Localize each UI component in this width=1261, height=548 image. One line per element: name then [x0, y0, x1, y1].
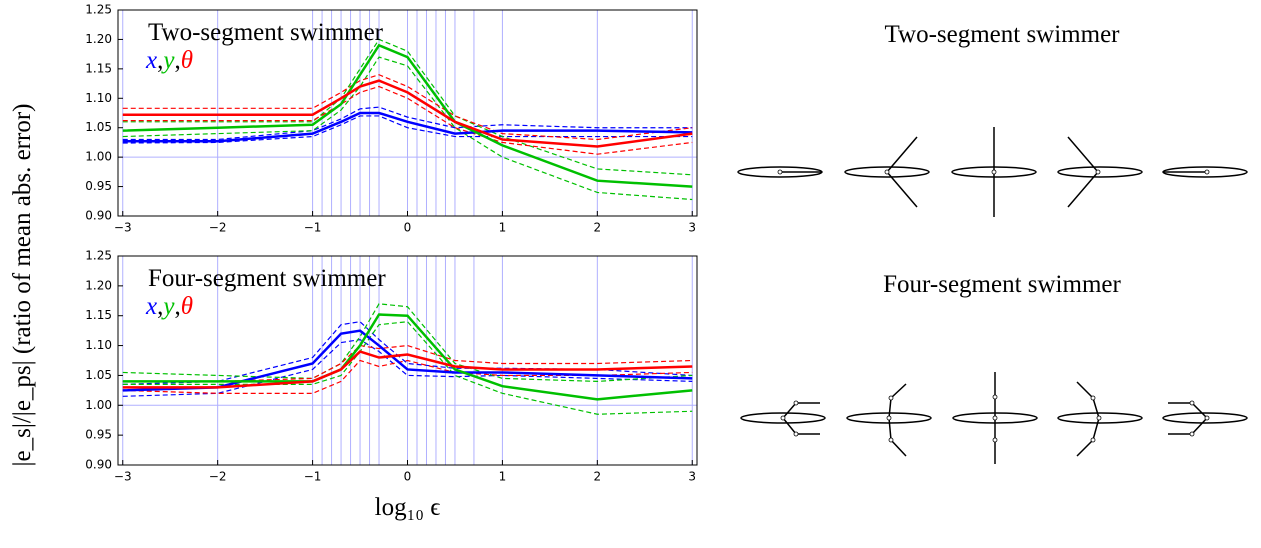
- legend-separator: ,: [174, 293, 180, 320]
- y-tick-label: 1.10: [85, 91, 112, 105]
- y-tick-label: 1.20: [85, 32, 112, 46]
- plot-title: Four-segment swimmer: [148, 265, 386, 292]
- legend-entry: y: [160, 293, 175, 320]
- legend-entry: x: [145, 47, 157, 74]
- mean-line: [122, 350, 693, 389]
- x-tick-label: −2: [209, 221, 227, 235]
- legend-separator: ,: [157, 47, 163, 74]
- y-tick-label: 1.00: [85, 150, 112, 164]
- bound-line: [122, 359, 693, 394]
- y-axis-label: |e_s|/|e_ps| (ratio of mean abs. error): [9, 104, 36, 467]
- x-tick-label: 2: [594, 221, 602, 235]
- x-tick-label: 3: [688, 221, 696, 235]
- bound-line: [122, 338, 693, 397]
- x-tick-label: −1: [304, 470, 322, 484]
- legend-separator: ,: [174, 47, 180, 74]
- y-tick-label: 1.10: [85, 338, 112, 352]
- x-tick-label: −3: [114, 470, 132, 484]
- legend-entry: θ: [181, 47, 193, 74]
- x-tick-label: 0: [404, 470, 412, 484]
- mean-line: [122, 313, 693, 401]
- plot-title: Two-segment swimmer: [148, 19, 384, 46]
- y-tick-label: 0.90: [85, 209, 112, 223]
- x-tick-label: −2: [209, 470, 227, 484]
- mean-line: [122, 79, 693, 148]
- x-tick-label: −1: [304, 221, 322, 235]
- diagram-title: Four-segment swimmer: [883, 271, 1121, 298]
- x-tick-label: 0: [404, 221, 412, 235]
- bound-line: [122, 56, 693, 201]
- mean-line: [122, 43, 693, 188]
- mean-line: [122, 111, 693, 143]
- bound-line: [122, 85, 693, 155]
- bound-line: [122, 38, 693, 176]
- legend: x,y,θ: [145, 47, 193, 74]
- x-tick-label: −3: [114, 221, 132, 235]
- bound-line: [122, 321, 693, 385]
- bound-line: [122, 321, 693, 415]
- y-tick-label: 1.15: [85, 61, 112, 75]
- legend-entry: y: [160, 47, 175, 74]
- legend-separator: ,: [157, 293, 163, 320]
- bound-line: [122, 106, 693, 141]
- four-segment-diagrams: [740, 372, 1248, 464]
- x-tick-label: 1: [499, 470, 507, 484]
- y-tick-label: 1.05: [85, 120, 112, 134]
- x-tick-label: 1: [499, 221, 507, 235]
- bound-line: [122, 74, 693, 141]
- y-tick-label: 1.15: [85, 308, 112, 322]
- two-segment-diagrams: [737, 127, 1248, 217]
- y-tick-label: 1.00: [85, 398, 112, 412]
- legend-entry: θ: [181, 293, 193, 320]
- y-tick-label: 1.05: [85, 368, 112, 382]
- diagram-title: Two-segment swimmer: [884, 21, 1120, 48]
- mean-line: [122, 329, 693, 392]
- y-tick-label: 1.25: [85, 3, 112, 17]
- bound-line: [122, 115, 693, 144]
- bound-line: [122, 344, 693, 382]
- y-tick-label: 0.95: [85, 179, 112, 193]
- legend-entry: x: [145, 293, 157, 320]
- legend: x,y,θ: [145, 293, 193, 320]
- x-axis-label: log₁₀ ϵ: [375, 494, 441, 521]
- bound-line: [122, 303, 693, 383]
- y-tick-label: 1.20: [85, 278, 112, 292]
- y-tick-label: 0.95: [85, 428, 112, 442]
- x-tick-label: 3: [688, 470, 696, 484]
- y-tick-label: 1.25: [85, 249, 112, 263]
- y-tick-label: 0.90: [85, 458, 112, 472]
- x-tick-label: 2: [594, 470, 602, 484]
